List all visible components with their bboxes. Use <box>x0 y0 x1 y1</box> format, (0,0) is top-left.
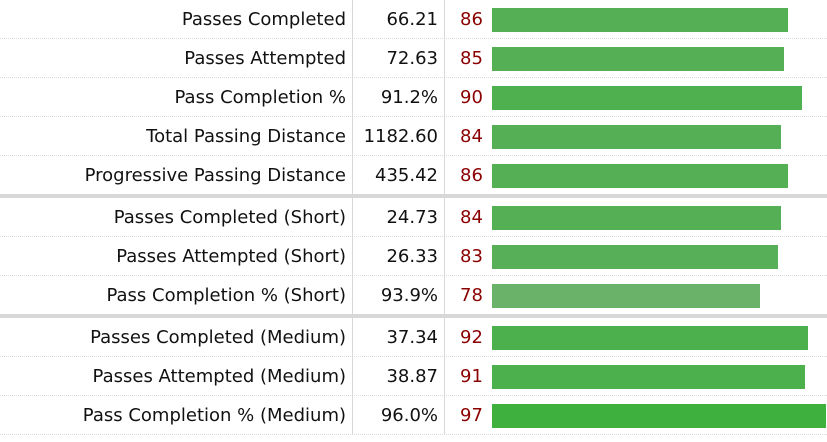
percentile-bar-cell <box>489 357 827 395</box>
percentile-value: 86 <box>460 9 483 30</box>
stat-name: Passes Completed (Short) <box>0 198 353 236</box>
stat-value: 66.21 <box>353 0 445 38</box>
stat-name: Passes Completed (Medium) <box>0 318 353 356</box>
percentile-value: 97 <box>460 405 483 426</box>
stat-name: Progressive Passing Distance <box>0 156 353 194</box>
percentile-bar <box>492 245 778 269</box>
stat-name: Passes Attempted (Short) <box>0 237 353 275</box>
stat-name: Passes Attempted (Medium) <box>0 357 353 395</box>
percentile-bar <box>492 8 788 32</box>
percentile-bar-cell <box>489 78 827 116</box>
stat-name: Passes Completed <box>0 0 353 38</box>
percentile-value: 84 <box>460 207 483 228</box>
percentile-bar-cell <box>489 156 827 194</box>
stat-value: 38.87 <box>353 357 445 395</box>
percentile-bar-cell <box>489 0 827 38</box>
percentile-bar-cell <box>489 276 827 314</box>
percentile-bar-cell <box>489 318 827 356</box>
percentile-value: 78 <box>460 285 483 306</box>
percentile-bar-cell <box>489 396 827 434</box>
table-row: Progressive Passing Distance 435.42 86 <box>0 156 827 198</box>
stat-value: 24.73 <box>353 198 445 236</box>
stat-value: 96.0% <box>353 396 445 434</box>
percentile-bar <box>492 86 802 110</box>
stat-value: 1182.60 <box>353 117 445 155</box>
percentile-bar <box>492 125 781 149</box>
stat-name: Pass Completion % (Short) <box>0 276 353 314</box>
table-row: Passes Completed 66.21 86 <box>0 0 827 39</box>
table-row: Pass Completion % (Short) 93.9% 78 <box>0 276 827 318</box>
stat-value: 37.34 <box>353 318 445 356</box>
percentile-bar-cell <box>489 237 827 275</box>
percentile-value: 84 <box>460 126 483 147</box>
percentile-value: 90 <box>460 87 483 108</box>
percentile-value: 86 <box>460 165 483 186</box>
stat-value: 93.9% <box>353 276 445 314</box>
percentile-bar-cell <box>489 117 827 155</box>
table-row: Passes Attempted (Medium) 38.87 91 <box>0 357 827 396</box>
stat-value: 72.63 <box>353 39 445 77</box>
percentile-bar-cell <box>489 39 827 77</box>
table-row: Passes Completed (Medium) 37.34 92 <box>0 318 827 357</box>
stat-value: 91.2% <box>353 78 445 116</box>
table-row: Passes Completed (Short) 24.73 84 <box>0 198 827 237</box>
stat-name: Total Passing Distance <box>0 117 353 155</box>
table-row: Total Passing Distance 1182.60 84 <box>0 117 827 156</box>
percentile-bar <box>492 365 805 389</box>
percentile-value: 85 <box>460 48 483 69</box>
stat-name: Passes Attempted <box>0 39 353 77</box>
percentile-bar <box>492 326 808 350</box>
stat-name: Pass Completion % (Medium) <box>0 396 353 434</box>
percentile-bar <box>492 206 781 230</box>
percentile-value: 83 <box>460 246 483 267</box>
stat-value: 435.42 <box>353 156 445 194</box>
percentile-bar <box>492 164 788 188</box>
percentile-bar-cell <box>489 198 827 236</box>
percentile-bar <box>492 284 760 308</box>
percentile-bar <box>492 47 784 71</box>
table-row: Passes Attempted 72.63 85 <box>0 39 827 78</box>
percentile-bar <box>492 404 826 428</box>
percentile-value: 92 <box>460 327 483 348</box>
table-row: Pass Completion % 91.2% 90 <box>0 78 827 117</box>
percentile-value: 91 <box>460 366 483 387</box>
stat-name: Pass Completion % <box>0 78 353 116</box>
stat-value: 26.33 <box>353 237 445 275</box>
table-row: Passes Attempted (Short) 26.33 83 <box>0 237 827 276</box>
table-row: Pass Completion % (Medium) 96.0% 97 <box>0 396 827 435</box>
